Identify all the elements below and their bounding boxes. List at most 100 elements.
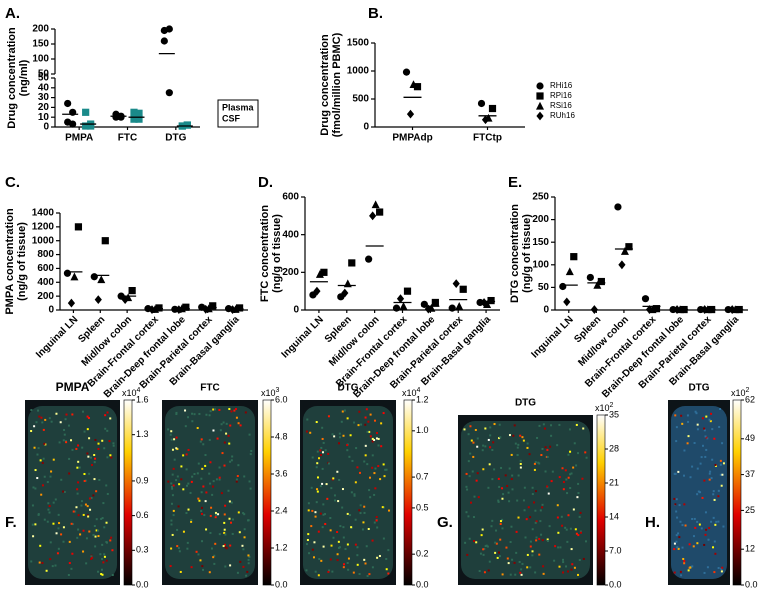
speckle [567, 476, 570, 479]
speckle [325, 483, 328, 486]
data-point [148, 305, 156, 315]
data-point [82, 122, 90, 130]
speckle [554, 545, 557, 548]
data-point [620, 247, 629, 255]
speckle [43, 518, 46, 521]
speckle [506, 484, 509, 487]
speckle [63, 433, 66, 436]
speckle [556, 444, 559, 447]
speckle [223, 441, 226, 444]
speckle [697, 490, 700, 493]
speckle [713, 437, 716, 440]
speckle [88, 530, 91, 533]
panel-label: H. [645, 514, 660, 531]
colorbar-tick-label: 2.4 [275, 505, 288, 515]
speckle [377, 444, 380, 447]
speckle [378, 554, 381, 557]
speckle [708, 526, 711, 529]
speckle [501, 573, 504, 576]
speckle [696, 467, 699, 470]
speckle [510, 478, 513, 481]
speckle [171, 494, 174, 497]
speckle [331, 570, 334, 573]
speckle [71, 552, 74, 555]
speckle [700, 527, 703, 530]
y-axis-label: Drug concentration [6, 27, 18, 129]
speckle [349, 434, 352, 437]
speckle [696, 428, 699, 431]
speckle [523, 486, 526, 489]
speckle [356, 554, 359, 557]
speckle [101, 517, 104, 520]
image-title: DTG [688, 383, 709, 394]
speckle [243, 513, 246, 516]
speckle [213, 554, 216, 557]
speckle [321, 467, 324, 470]
speckle [584, 451, 587, 454]
speckle [482, 553, 485, 556]
y-tick-label: 100 [532, 259, 549, 270]
speckle [465, 472, 468, 475]
speckle [519, 434, 522, 437]
speckle [196, 472, 199, 475]
speckle [230, 410, 233, 413]
speckle [382, 463, 385, 466]
speckle [499, 520, 502, 523]
y-tick-label: 200 [532, 214, 549, 225]
speckle [481, 449, 484, 452]
speckle [548, 525, 551, 528]
speckle [511, 558, 514, 561]
speckle [76, 492, 79, 495]
speckle [576, 496, 579, 499]
speckle [551, 470, 554, 473]
speckle [383, 475, 386, 478]
speckle [463, 428, 466, 431]
speckle [339, 525, 342, 528]
speckle [699, 462, 702, 465]
speckle [526, 566, 529, 569]
speckle [534, 509, 537, 512]
speckle [369, 413, 372, 416]
speckle [358, 410, 361, 413]
speckle [510, 453, 513, 456]
speckle [501, 497, 504, 500]
speckle [223, 521, 226, 524]
speckle [538, 462, 541, 465]
speckle [97, 535, 100, 538]
speckle [338, 436, 341, 439]
speckle [585, 456, 588, 459]
speckle [491, 519, 494, 522]
speckle [224, 546, 227, 549]
speckle [480, 534, 483, 537]
speckle [342, 566, 345, 569]
speckle [487, 569, 490, 572]
speckle [494, 541, 497, 544]
legend-marker [536, 101, 544, 110]
speckle [382, 506, 385, 509]
speckle [366, 574, 369, 577]
colorbar [123, 399, 133, 586]
speckle [713, 498, 716, 501]
panel-label: G. [437, 514, 453, 531]
speckle [224, 565, 227, 568]
speckle [533, 501, 536, 504]
speckle [511, 488, 514, 491]
y-tick-label: 250 [532, 192, 549, 203]
speckle [476, 437, 479, 440]
speckle [225, 422, 228, 425]
speckle [178, 483, 181, 486]
speckle [205, 491, 208, 494]
speckle [327, 462, 330, 465]
speckle [546, 448, 549, 451]
speckle [696, 493, 699, 496]
tissue-section [165, 406, 255, 579]
speckle [218, 408, 221, 411]
data-point [182, 303, 190, 311]
speckle [225, 432, 228, 435]
speckle [332, 477, 335, 480]
speckle [224, 504, 227, 507]
colorbar-tick-label: 1.3 [136, 429, 149, 439]
speckle [169, 565, 172, 568]
speckle [200, 477, 203, 480]
speckle [190, 520, 193, 523]
